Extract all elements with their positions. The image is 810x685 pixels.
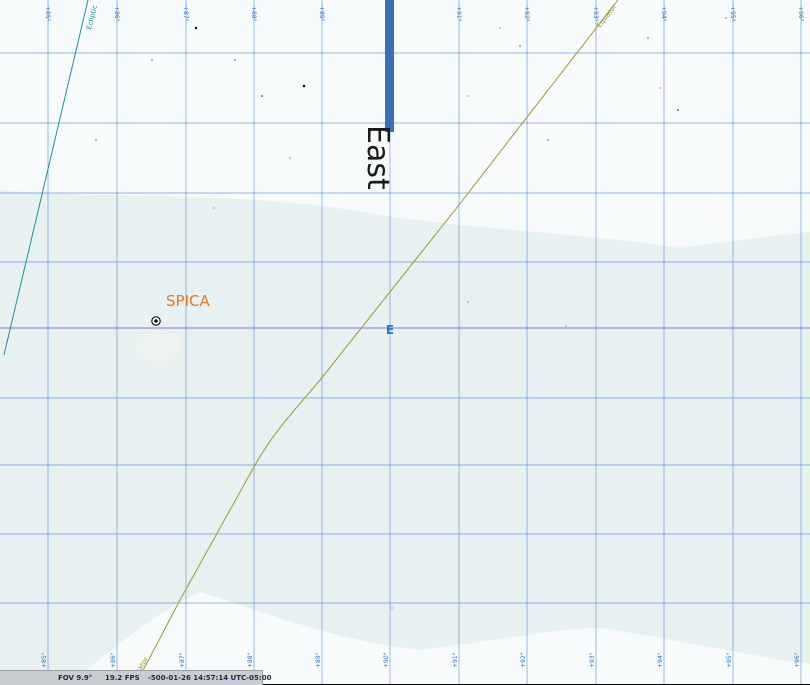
grid-coordinate-label: +95° — [726, 652, 733, 668]
star-target-icon[interactable] — [151, 316, 161, 326]
compass-direction-label: East — [360, 125, 395, 190]
fps-readout: 19.2 FPS — [105, 674, 140, 682]
datetime-readout[interactable]: -500-01-26 14:57:14 UTC-05:00 — [148, 674, 272, 682]
celestial-equator-line — [135, 0, 619, 684]
grid-coordinate-label: +87° — [179, 652, 186, 668]
grid-coordinate-label: +88° — [250, 6, 257, 22]
grid-coordinate-label: +92° — [523, 6, 530, 22]
background-stars — [95, 17, 727, 609]
grid-coordinate-label: +85° — [44, 6, 51, 22]
grid-coordinate-label: +89° — [315, 652, 322, 668]
grid-coordinate-label: +86° — [110, 652, 117, 668]
grid-coordinate-label: +92° — [520, 652, 527, 668]
fov-readout[interactable]: FOV 9.9° — [58, 674, 93, 682]
milky-way-band — [0, 0, 810, 248]
grid-coordinate-label: +86° — [113, 6, 120, 22]
grid-coordinate-label: +94° — [657, 652, 664, 668]
grid-coordinate-label: +93° — [589, 652, 596, 668]
grid-coordinate-label: +87° — [182, 6, 189, 22]
star-label-spica[interactable]: SPICA — [166, 292, 210, 310]
grid-coordinate-label: +96° — [797, 6, 804, 22]
compass-direction-bar — [385, 0, 394, 132]
grid-labels-bottom: +85° +86° +87° +88° +89° +90° +91° +92° +93° +94°… — [41, 652, 801, 668]
grid-coordinate-label: +91° — [452, 652, 459, 668]
ecliptic-line — [3, 0, 89, 356]
grid-coordinate-label: +95° — [729, 6, 736, 22]
milky-way-band-lower — [70, 592, 810, 684]
grid-coordinate-label: +85° — [41, 652, 48, 668]
grid-coordinate-label: +88° — [247, 652, 254, 668]
galaxy-smudge — [136, 330, 180, 362]
status-bar: FOV 9.9° 19.2 FPS -500-01-26 14:57:14 UT… — [0, 670, 271, 685]
grid-coordinate-label: +91° — [455, 6, 462, 22]
cardinal-point-marker: E — [386, 323, 394, 337]
grid-coordinate-label: +96° — [794, 652, 801, 668]
grid-coordinate-label: +90° — [383, 652, 390, 668]
grid-coordinate-label: +94° — [660, 6, 667, 22]
grid-coordinate-label: +89° — [318, 6, 325, 22]
grid-coordinate-label: +93° — [592, 6, 599, 22]
